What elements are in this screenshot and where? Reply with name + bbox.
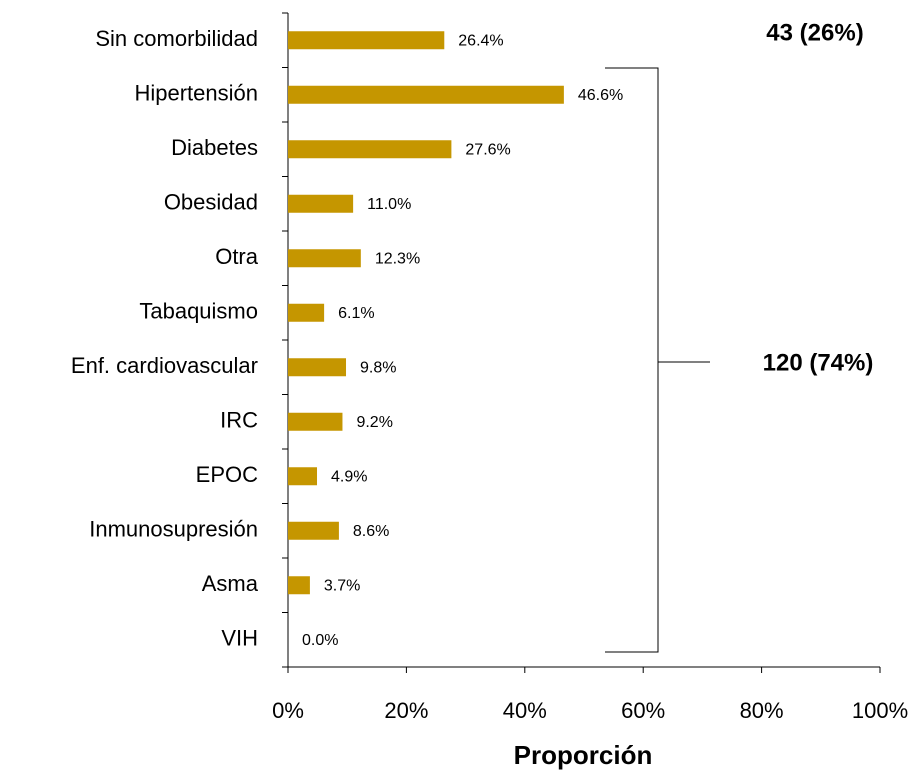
y-tick-label: Asma [202, 571, 259, 596]
data-label: 11.0% [367, 196, 411, 213]
bar [288, 521, 339, 540]
bar [288, 303, 325, 322]
data-label: 26.4% [458, 32, 503, 49]
y-tick-label: Otra [215, 244, 259, 269]
x-tick-label: 100% [852, 698, 908, 723]
x-tick-label: 20% [384, 698, 428, 723]
bracket [605, 67, 710, 653]
bar [288, 576, 310, 595]
data-label: 0.0% [302, 632, 338, 649]
bar [288, 467, 318, 486]
data-label: 12.3% [375, 250, 420, 267]
y-tick-label: Hipertensión [134, 81, 258, 106]
bar [288, 194, 354, 213]
bar [288, 249, 361, 268]
data-label: 9.2% [356, 414, 392, 431]
annotation: 43 (26%) [766, 19, 863, 46]
y-tick-label: Inmunosupresión [89, 517, 258, 542]
bar [288, 85, 564, 104]
data-label: 9.8% [360, 359, 396, 376]
x-tick-label: 40% [503, 698, 547, 723]
y-tick-label: IRC [220, 408, 258, 433]
data-label: 46.6% [578, 87, 623, 104]
bar [288, 412, 343, 431]
bar [288, 140, 452, 159]
bar [288, 31, 445, 50]
data-label: 4.9% [331, 468, 367, 485]
x-axis-title: Proporción [514, 740, 653, 770]
annotation: 120 (74%) [763, 349, 874, 376]
y-tick-label: VIH [221, 626, 258, 651]
x-tick-label: 80% [740, 698, 784, 723]
bar [288, 358, 347, 377]
data-label: 6.1% [338, 305, 374, 322]
data-label: 8.6% [353, 523, 389, 540]
data-label: 3.7% [324, 577, 360, 594]
y-tick-label: Tabaquismo [139, 299, 258, 324]
data-label: 27.6% [465, 141, 510, 158]
y-tick-label: Enf. cardiovascular [71, 353, 258, 378]
y-tick-label: Obesidad [164, 190, 258, 215]
y-tick-label: Sin comorbilidad [95, 26, 258, 51]
y-tick-label: EPOC [196, 462, 258, 487]
x-tick-label: 60% [621, 698, 665, 723]
y-tick-label: Diabetes [171, 135, 258, 160]
x-tick-label: 0% [272, 698, 304, 723]
